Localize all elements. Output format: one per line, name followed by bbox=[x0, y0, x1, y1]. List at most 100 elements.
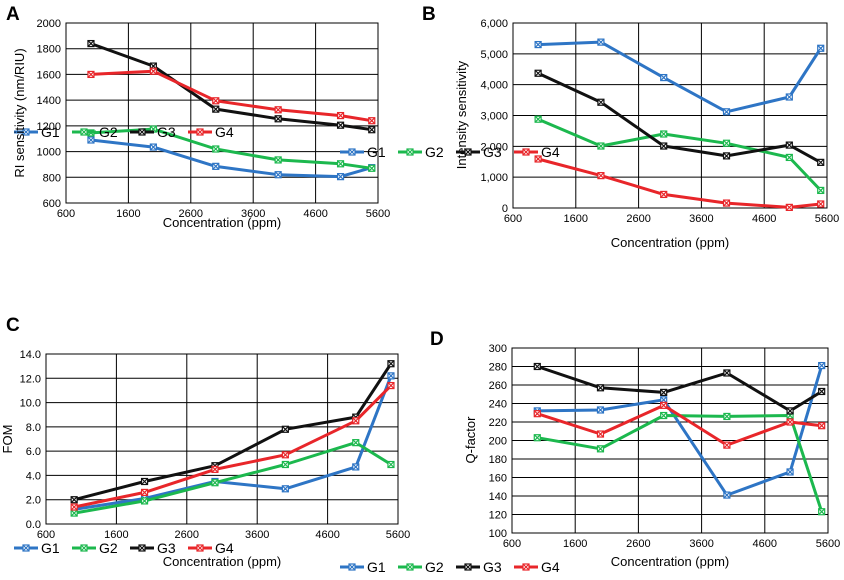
legend-item-g1-c: G1 bbox=[340, 144, 386, 160]
data-point-g2-d bbox=[818, 508, 826, 516]
data-point-g3-c bbox=[281, 425, 289, 433]
data-point-g3-a bbox=[336, 121, 345, 129]
data-point-g4-c bbox=[211, 465, 219, 473]
x-axis-title-c: Concentration (ppm) bbox=[163, 554, 282, 569]
legend-label-g3-c: G3 bbox=[483, 144, 502, 160]
data-point-g4-d bbox=[786, 418, 794, 426]
data-point-g4-a bbox=[368, 117, 376, 125]
legend-label-g1-b: G1 bbox=[41, 540, 60, 556]
panel-letter-a: A bbox=[6, 4, 20, 25]
x-tick-label-b: 5600 bbox=[815, 213, 839, 225]
legend-label-g4-d: G4 bbox=[541, 559, 560, 575]
x-tick-label-d: 5600 bbox=[816, 538, 840, 550]
legend-item-g1-b: G1 bbox=[14, 540, 60, 556]
data-point-g4-c bbox=[352, 417, 360, 425]
y-tick-label-c: 6.0 bbox=[26, 446, 41, 458]
legend-item-g3-a: G3 bbox=[130, 124, 176, 140]
y-tick-label-a: 1400 bbox=[37, 95, 61, 107]
x-tick-label-d: 3600 bbox=[689, 538, 713, 550]
series-line-g3-d bbox=[536, 365, 823, 413]
data-point-g2-d bbox=[723, 412, 731, 421]
x-tick-label-a: 600 bbox=[57, 208, 75, 220]
legend-label-g1-a: G1 bbox=[41, 124, 60, 140]
data-point-g2-c bbox=[387, 460, 395, 469]
data-point-g3-b bbox=[785, 141, 793, 149]
data-point-g2-b bbox=[597, 142, 605, 150]
data-point-g2-d bbox=[533, 434, 541, 442]
x-tick-label-a: 5600 bbox=[366, 208, 390, 220]
y-tick-label-d: 200 bbox=[489, 436, 507, 448]
data-point-g1-a bbox=[149, 143, 157, 151]
y-tick-label-a: 2000 bbox=[37, 18, 61, 30]
legend-item-g4-a: G4 bbox=[188, 124, 234, 140]
y-tick-label-c: 10.0 bbox=[20, 398, 41, 410]
legend-item-g1-a: G1 bbox=[14, 124, 60, 140]
data-point-g4-b bbox=[722, 199, 731, 207]
y-axis-title-d: Q-factor bbox=[463, 416, 478, 464]
legend-item-g3-d: G3 bbox=[456, 559, 502, 575]
panel-letter-c: C bbox=[6, 315, 20, 336]
data-point-g4-c bbox=[281, 451, 289, 459]
legend-item-g4-c: G4 bbox=[514, 144, 560, 160]
data-point-g4-b bbox=[785, 203, 793, 211]
series-c bbox=[70, 360, 395, 517]
data-point-g4-d bbox=[818, 422, 826, 430]
series-b bbox=[534, 38, 825, 211]
y-ticks-c: 0.0 2.0 4.0 6.0 8.0 10.0 12.0 14.0 bbox=[20, 349, 41, 531]
x-tick-label-b: 1600 bbox=[564, 213, 588, 225]
y-tick-label-d: 220 bbox=[489, 417, 507, 429]
y-tick-label-d: 140 bbox=[489, 491, 507, 503]
data-point-g4-d bbox=[596, 430, 605, 438]
plot-area-c bbox=[45, 353, 399, 525]
data-point-g4-b bbox=[597, 172, 605, 180]
x-tick-label-b: 600 bbox=[504, 213, 522, 225]
y-tick-label-b: 1,000 bbox=[480, 172, 508, 184]
data-point-g1-b bbox=[785, 93, 793, 101]
panel-letter-d: D bbox=[430, 329, 444, 350]
y-tick-label-a: 1000 bbox=[37, 147, 61, 159]
data-point-g1-a bbox=[87, 136, 95, 144]
legend-item-g3-b: G3 bbox=[130, 540, 176, 556]
data-point-g4-b bbox=[817, 200, 825, 208]
panel-b: B 600 1600 2600 3600 4600 5600 0 1,000 2,000 3,0… bbox=[14, 4, 839, 556]
data-point-g4-a bbox=[274, 106, 282, 114]
x-tick-label-a: 2600 bbox=[179, 208, 203, 220]
y-tick-label-b: 0 bbox=[502, 203, 508, 215]
legend-label-g3-b: G3 bbox=[157, 540, 176, 556]
x-tick-label-b: 4600 bbox=[752, 213, 776, 225]
data-point-g2-b bbox=[785, 153, 793, 162]
data-point-g1-c bbox=[281, 485, 289, 493]
y-ticks-b: 0 1,000 2,000 3,000 4,000 5,000 6,000 bbox=[480, 18, 508, 215]
series-line-g1-a bbox=[90, 138, 373, 179]
data-point-g4-d bbox=[660, 401, 668, 409]
y-tick-label-b: 6,000 bbox=[480, 18, 508, 30]
data-point-g3-a bbox=[274, 115, 282, 123]
x-axis-title-d: Concentration (ppm) bbox=[611, 554, 730, 569]
x-tick-label-d: 1600 bbox=[563, 538, 587, 550]
data-point-g3-d bbox=[660, 388, 668, 396]
legend-c: G1 G2 G3 G4 bbox=[340, 144, 560, 160]
series-line-g3-a bbox=[90, 42, 373, 132]
y-tick-label-d: 160 bbox=[489, 473, 507, 485]
series-line-g3-b bbox=[537, 71, 822, 164]
data-point-g4-d bbox=[533, 410, 541, 418]
legend-label-g2-a: G2 bbox=[99, 124, 118, 140]
data-point-g2-b bbox=[722, 139, 731, 147]
x-tick-label-b: 2600 bbox=[626, 213, 650, 225]
y-ticks-a: 600 800 1000 1200 1400 1600 1800 2000 bbox=[37, 18, 61, 210]
data-point-g3-b bbox=[660, 142, 668, 150]
y-tick-label-a: 600 bbox=[43, 198, 61, 210]
legend-label-g1-d: G1 bbox=[367, 559, 386, 575]
data-point-g2-d bbox=[660, 411, 668, 420]
x-tick-label-c: 1600 bbox=[104, 529, 128, 541]
data-point-g1-d bbox=[786, 468, 794, 476]
y-tick-label-b: 2,000 bbox=[480, 141, 508, 153]
legend-label-g4-c: G4 bbox=[541, 144, 560, 160]
x-ticks-c: 600 1600 2600 3600 4600 5600 bbox=[37, 529, 410, 541]
y-axis-title-a: RI sensitivity (nm/RIU) bbox=[12, 48, 27, 177]
legend-d: G1 G2 G3 G4 bbox=[340, 559, 560, 575]
x-tick-label-c: 5600 bbox=[386, 529, 410, 541]
y-tick-label-d: 280 bbox=[489, 362, 507, 374]
data-point-g3-b bbox=[534, 69, 542, 77]
data-point-g2-b bbox=[817, 186, 825, 195]
